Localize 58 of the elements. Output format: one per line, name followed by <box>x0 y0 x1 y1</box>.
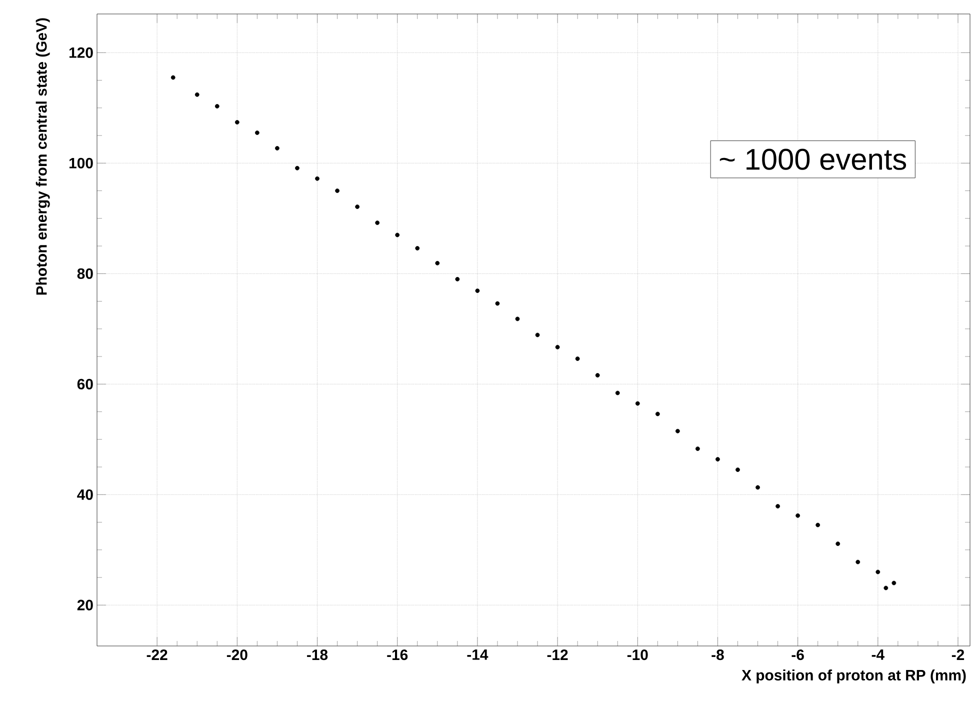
point <box>535 332 540 338</box>
point <box>776 504 780 508</box>
point <box>756 485 760 490</box>
annotation: ~ 1000 events <box>720 148 906 170</box>
x-tick-label: -18 <box>307 650 328 660</box>
point <box>275 146 280 150</box>
point <box>455 276 460 282</box>
point <box>816 522 820 528</box>
x-tick-label: -22 <box>146 650 168 660</box>
x-axis-title: X position of proton at RP (mm) <box>742 670 966 684</box>
x-tick-label: -2 <box>952 650 964 660</box>
point <box>796 513 800 518</box>
point <box>716 457 720 462</box>
point <box>675 428 680 434</box>
x-tick-label: -4 <box>872 650 884 660</box>
point <box>892 580 896 586</box>
point <box>214 104 220 108</box>
point <box>736 468 740 472</box>
point <box>635 401 640 406</box>
point <box>415 246 420 250</box>
point <box>234 120 240 124</box>
x-tick-label: -8 <box>712 650 724 660</box>
x-tick-label: -16 <box>387 650 408 660</box>
y-tick-label: 40 <box>77 489 93 500</box>
point <box>295 166 300 170</box>
point <box>884 586 888 590</box>
point <box>696 446 700 451</box>
y-tick-label: 100 <box>69 158 93 168</box>
x-tick-label: -12 <box>547 650 568 660</box>
point <box>254 130 260 135</box>
y-axis-title: Photon energy from central state (GeV) <box>36 18 50 295</box>
point <box>615 390 620 396</box>
y-tick-label: 20 <box>77 600 93 610</box>
x-tick-label: -6 <box>792 650 804 660</box>
point <box>856 560 860 564</box>
point <box>395 232 400 238</box>
x-tick-label: -20 <box>226 650 248 660</box>
point <box>836 542 840 546</box>
point <box>495 301 500 306</box>
point <box>335 188 340 193</box>
point <box>435 260 440 266</box>
point <box>315 176 320 181</box>
point <box>475 288 480 293</box>
y-tick-label: 120 <box>69 47 93 58</box>
point <box>575 356 580 361</box>
point <box>555 344 560 350</box>
point <box>515 316 520 322</box>
point <box>355 204 360 209</box>
point <box>595 373 600 378</box>
point <box>876 570 880 574</box>
point <box>655 412 660 416</box>
x-tick-label: -10 <box>627 650 648 660</box>
x-tick-label: -14 <box>467 650 488 660</box>
point <box>170 75 176 80</box>
y-tick-label: 80 <box>77 268 93 279</box>
y-tick-label: 60 <box>77 378 93 390</box>
point <box>194 92 200 97</box>
point <box>375 220 380 226</box>
